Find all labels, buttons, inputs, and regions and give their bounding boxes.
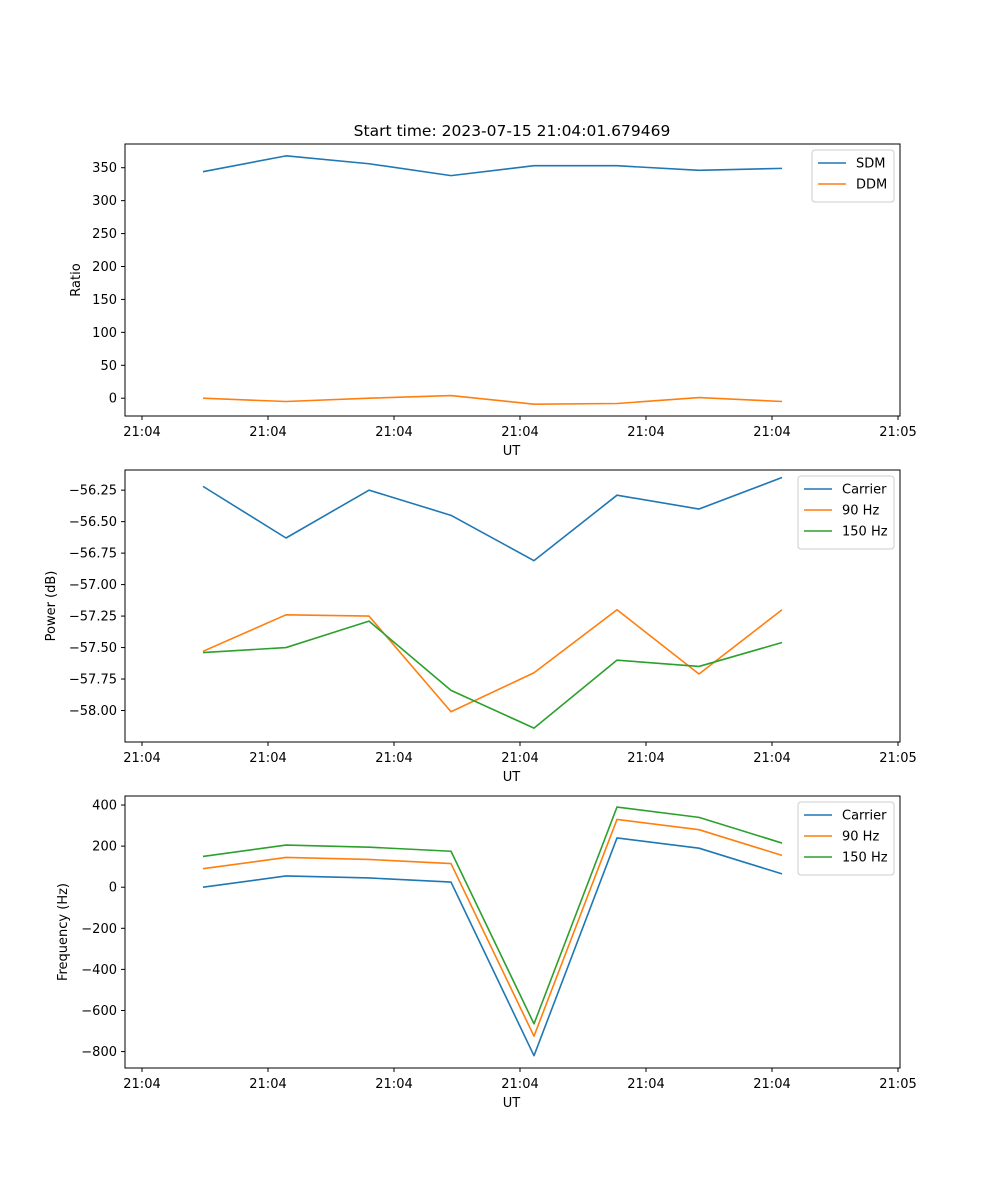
series-line-90-hz (202, 608, 783, 713)
y-tick-label: 100 (92, 326, 117, 341)
y-tick-label: 150 (92, 293, 117, 308)
y-tick-label: 200 (92, 260, 117, 275)
x-tick-label: 21:05 (879, 1077, 916, 1092)
x-tick-label: 21:04 (375, 751, 412, 766)
x-tick-label: 21:04 (753, 1077, 790, 1092)
y-tick-label: 250 (92, 227, 117, 242)
y-axis-label: Power (dB) (44, 571, 59, 642)
x-tick-label: 21:04 (753, 751, 790, 766)
y-tick-label: −57.00 (69, 578, 117, 593)
x-tick-label: 21:04 (501, 425, 538, 440)
y-tick-label: −57.25 (69, 610, 117, 625)
y-tick-label: −600 (81, 1004, 117, 1019)
legend-label: Carrier (842, 809, 887, 824)
x-tick-label: 21:04 (501, 1077, 538, 1092)
series-line-carrier (202, 476, 783, 562)
panel-1: 21:04 21:04 21:04 21:04 21:04 21:04 21:05 0 50 10… (69, 143, 917, 459)
y-tick-label: −57.50 (69, 641, 117, 656)
y-tick-label: −58.00 (69, 704, 117, 719)
x-tick-label: 21:04 (501, 751, 538, 766)
x-tick-label: 21:04 (375, 1077, 412, 1092)
x-tick-label: 21:04 (627, 751, 664, 766)
series-line-carrier (202, 837, 783, 1057)
x-tick-label: 21:04 (249, 1077, 286, 1092)
series-line-150-hz (202, 620, 783, 729)
y-tick-label: 50 (100, 359, 117, 374)
x-tick-label: 21:04 (123, 1077, 160, 1092)
panels-group: 21:04 21:04 21:04 21:04 21:04 21:04 21:05 0 50 10… (44, 143, 917, 1111)
y-tick-label: −56.25 (69, 484, 117, 499)
x-tick-label: 21:05 (879, 425, 916, 440)
axes-frame (124, 795, 901, 1069)
y-tick-label: −56.50 (69, 515, 117, 530)
y-axis-label: Ratio (69, 263, 84, 296)
axes-frame (124, 143, 901, 417)
legend-label: SDM (856, 157, 885, 172)
legend-label: 90 Hz (842, 830, 879, 845)
x-tick-label: 21:04 (249, 425, 286, 440)
legend-label: 90 Hz (842, 504, 879, 519)
panel-2: 21:04 21:04 21:04 21:04 21:04 21:04 21:05 −58.0… (44, 469, 917, 785)
y-tick-label: 300 (92, 194, 117, 209)
x-tick-label: 21:04 (375, 425, 412, 440)
axes-frame (124, 469, 901, 743)
legend-label: 150 Hz (842, 525, 888, 540)
x-tick-label: 21:04 (627, 1077, 664, 1092)
y-tick-label: −400 (81, 963, 117, 978)
y-axis-label: Frequency (Hz) (56, 883, 71, 981)
legend-label: DDM (856, 178, 887, 193)
y-tick-label: 0 (109, 881, 117, 896)
x-tick-label: 21:04 (753, 425, 790, 440)
y-tick-label: 0 (109, 392, 117, 407)
y-tick-label: −57.75 (69, 673, 117, 688)
series-line-ddm (202, 394, 783, 405)
legend-label: 150 Hz (842, 851, 888, 866)
x-tick-label: 21:05 (879, 751, 916, 766)
panel-3: 21:04 21:04 21:04 21:04 21:04 21:04 21:05 −800 −… (56, 795, 917, 1111)
x-tick-label: 21:04 (123, 425, 160, 440)
legend-label: Carrier (842, 483, 887, 498)
y-tick-label: −56.75 (69, 547, 117, 562)
x-axis-label: UT (503, 770, 521, 785)
y-tick-label: 200 (92, 840, 117, 855)
series-line-150-hz (202, 806, 783, 1025)
x-tick-label: 21:04 (249, 751, 286, 766)
y-tick-label: 400 (92, 799, 117, 814)
figure-title: Start time: 2023-07-15 21:04:01.679469 (354, 122, 671, 140)
y-tick-label: 350 (92, 161, 117, 176)
y-tick-label: −200 (81, 922, 117, 937)
series-line-sdm (202, 155, 783, 177)
series-line-90-hz (202, 818, 783, 1037)
x-tick-label: 21:04 (123, 751, 160, 766)
x-tick-label: 21:04 (627, 425, 664, 440)
y-tick-label: −800 (81, 1045, 117, 1060)
x-axis-label: UT (503, 444, 521, 459)
x-axis-label: UT (503, 1096, 521, 1111)
